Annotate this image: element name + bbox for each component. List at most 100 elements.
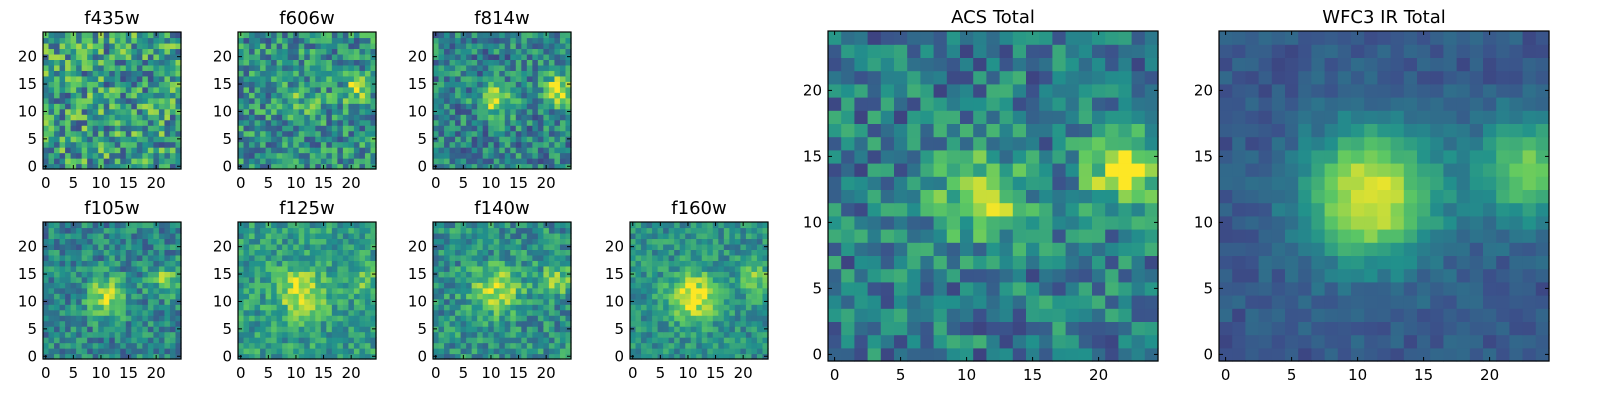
heatmap-cell [696, 238, 703, 245]
y-tick-label: 10 [18, 102, 37, 120]
heatmap-cell [1144, 347, 1159, 362]
heatmap-cell [471, 353, 478, 360]
heatmap-cell [249, 249, 256, 256]
heatmap-cell [718, 298, 725, 305]
heatmap-cell [243, 293, 250, 300]
heatmap-cell [164, 141, 171, 148]
heatmap-cell [526, 97, 533, 104]
heatmap-cell [260, 353, 267, 360]
heatmap-cell [751, 337, 758, 344]
heatmap-cell [854, 308, 869, 322]
heatmap-cell [641, 287, 648, 294]
heatmap-cell [707, 249, 714, 256]
heatmap-cell [493, 238, 500, 245]
heatmap-cell [696, 222, 703, 229]
heatmap-cell [342, 309, 349, 316]
heatmap-cell [103, 243, 110, 250]
heatmap-cell [499, 42, 506, 50]
heatmap-cell [265, 86, 272, 93]
heatmap-cell [449, 64, 456, 71]
heatmap-cell [282, 53, 289, 60]
heatmap-cell [353, 293, 361, 300]
heatmap-cell [718, 243, 725, 250]
x-tick-label: 15 [314, 174, 333, 192]
heatmap-cell [471, 53, 478, 60]
y-tick-label: 5 [417, 320, 427, 338]
heatmap-cell [125, 271, 132, 278]
heatmap-cell [1092, 176, 1106, 190]
heatmap-cell [712, 320, 719, 327]
heatmap-cell [276, 353, 283, 360]
heatmap-cell [304, 158, 311, 165]
heatmap-cell [986, 347, 1001, 362]
heatmap-cell [169, 119, 177, 126]
heatmap-cell [293, 254, 300, 261]
heatmap-cell [548, 342, 556, 349]
heatmap-cell [293, 75, 300, 82]
heatmap-cell [309, 265, 316, 272]
heatmap-cell [125, 70, 132, 77]
heatmap-cell [548, 309, 556, 316]
heatmap-cell [740, 304, 747, 311]
heatmap-cell [510, 353, 517, 360]
heatmap-cell [488, 265, 495, 272]
heatmap-cell [646, 222, 653, 229]
heatmap-cell [488, 152, 495, 159]
heatmap-cell [43, 331, 50, 338]
heatmap-cell [729, 315, 736, 322]
heatmap-cell [718, 254, 725, 261]
heatmap-cell [87, 265, 94, 272]
heatmap-cell [98, 298, 105, 305]
heatmap-cell [92, 353, 99, 360]
heatmap-cell [243, 232, 250, 240]
heatmap-cell [109, 309, 116, 316]
heatmap-cell [565, 70, 572, 77]
heatmap-cell [87, 48, 94, 55]
heatmap-cell [455, 163, 462, 170]
heatmap-cell [455, 249, 462, 256]
heatmap-cell [103, 265, 110, 272]
heatmap-cell [1052, 242, 1067, 256]
heatmap-cell [1131, 347, 1146, 362]
heatmap-cell [641, 238, 648, 245]
heatmap-cell [449, 227, 456, 234]
heatmap-cell [120, 320, 127, 327]
heatmap-cell [493, 147, 500, 154]
heatmap-cell [548, 48, 556, 55]
heatmap-cell [510, 53, 517, 60]
heatmap-cell [103, 331, 110, 338]
heatmap-cell [510, 298, 517, 305]
heatmap-cell [260, 337, 267, 344]
heatmap-cell [537, 254, 544, 261]
heatmap-cell [260, 249, 267, 256]
heatmap-cell [81, 70, 88, 77]
heatmap-cell [460, 265, 467, 272]
heatmap-cell [337, 53, 344, 60]
heatmap-cell [359, 232, 366, 240]
heatmap-cell [254, 337, 261, 344]
heatmap-cell [98, 103, 105, 110]
heatmap-cell [320, 81, 327, 88]
heatmap-cell [320, 42, 327, 50]
heatmap-cell [136, 276, 143, 283]
heatmap-cell [745, 265, 753, 272]
heatmap-cell [652, 232, 659, 240]
heatmap-cell [646, 287, 653, 294]
heatmap-cell [674, 238, 681, 245]
heatmap-cell [543, 249, 550, 256]
heatmap-cell [169, 48, 177, 55]
heatmap-cell [287, 348, 294, 355]
heatmap-cell [920, 295, 935, 309]
heatmap-cell [169, 81, 177, 88]
heatmap-cell [164, 254, 171, 261]
heatmap-cell [169, 42, 177, 50]
heatmap-cell [326, 125, 333, 132]
heatmap-cell [679, 337, 686, 344]
heatmap-cell [81, 276, 88, 283]
heatmap-cell [526, 37, 533, 44]
heatmap-cell [370, 125, 377, 132]
heatmap-cell [92, 114, 99, 121]
heatmap-cell [433, 152, 440, 159]
heatmap-cell [48, 32, 55, 39]
heatmap-cell [646, 271, 653, 278]
